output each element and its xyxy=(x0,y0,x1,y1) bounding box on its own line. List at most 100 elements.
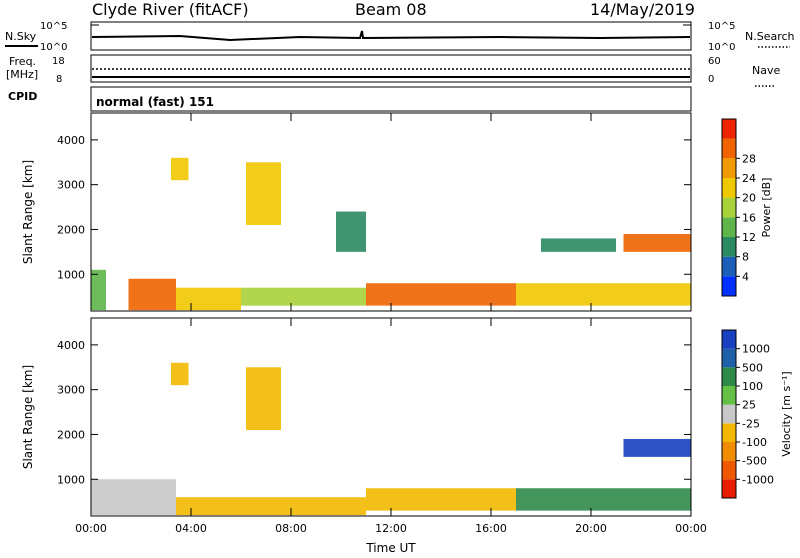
colorbar-tick-label: 12 xyxy=(742,231,756,244)
x-tick-label: 12:00 xyxy=(375,522,407,535)
y-tick-label: 2000 xyxy=(57,428,85,441)
colorbar-frame xyxy=(721,118,737,297)
power-panel: 1000 2000 3000 4000 Slant Range [km] 4 8 12 16 20… xyxy=(21,112,773,312)
echo-region xyxy=(366,283,516,306)
colorbar-tick-label: -25 xyxy=(742,417,760,430)
colorbar-tick-label: -500 xyxy=(742,455,767,468)
y-tick-label: 2000 xyxy=(57,223,85,236)
colorbar-tick-label: 24 xyxy=(742,172,756,185)
echo-region xyxy=(623,438,691,457)
x-tick-label: 16:00 xyxy=(475,522,507,535)
echo-region xyxy=(516,283,691,306)
echo-region xyxy=(516,488,691,511)
colorbar-segment xyxy=(722,237,736,257)
echo-region xyxy=(246,162,281,225)
echo-region xyxy=(91,269,106,311)
colorbar-segment xyxy=(722,138,736,159)
colorbar-segment xyxy=(722,158,736,178)
colorbar-tick-label: 100 xyxy=(742,380,763,393)
velocity-panel: 1000 2000 3000 4000 00:00 04:00 08:00 12:00 16:0… xyxy=(21,317,793,535)
echo-region xyxy=(91,479,176,516)
cpid-label: CPID xyxy=(8,90,37,103)
panel-frame xyxy=(90,112,692,312)
colorbar-segment xyxy=(722,197,736,218)
colorbar-segment xyxy=(722,423,736,442)
colorbar-tick-label: 20 xyxy=(742,192,756,205)
x-tick-label: 04:00 xyxy=(175,522,207,535)
nsky-label: N.Sky xyxy=(5,30,37,43)
colorbar-segment xyxy=(722,386,736,405)
y-tick-label: 3000 xyxy=(57,179,85,192)
colorbar-tick-label: 25 xyxy=(742,399,756,412)
echo-region xyxy=(171,362,189,386)
x-tick-label: 20:00 xyxy=(575,522,607,535)
nsearch-label: N.Search xyxy=(745,30,795,43)
freq-label-line1: Freq. xyxy=(9,55,36,68)
colorbar-segment xyxy=(722,460,736,480)
colorbar-segment xyxy=(722,178,736,198)
nave-tick-bottom: 0 xyxy=(708,74,714,85)
x-tick-label: 08:00 xyxy=(275,522,307,535)
nsky-tick-top: 10^5 xyxy=(40,21,67,32)
nsearch-tick-bottom: 10^0 xyxy=(708,42,735,53)
y-tick-label: 1000 xyxy=(57,268,85,281)
freq-strip: Freq. [MHz] 18 8 60 0 Nave xyxy=(6,54,780,87)
colorbar-tick-label: 1000 xyxy=(742,343,770,356)
cpid-strip xyxy=(90,86,692,112)
colorbar-segment xyxy=(722,119,736,139)
echo-region xyxy=(623,233,691,252)
echo-region xyxy=(541,238,616,252)
nsearch-tick-top: 10^5 xyxy=(708,21,735,32)
colorbar-segment xyxy=(722,330,736,349)
nave-tick-top: 60 xyxy=(708,56,721,67)
colorbar-segment xyxy=(722,479,736,498)
x-tick-label: 00:00 xyxy=(675,522,707,535)
colorbar-tick-label: -100 xyxy=(742,436,767,449)
echo-region xyxy=(176,287,241,311)
colorbar-segment xyxy=(722,348,736,368)
colorbar-frame xyxy=(721,329,737,499)
date-title: 14/May/2019 xyxy=(590,0,695,19)
colorbar-segment xyxy=(722,367,736,386)
x-axis-label: Time UT xyxy=(365,541,416,554)
y-tick-label: 1000 xyxy=(57,473,85,486)
panel-frame xyxy=(90,317,692,517)
nave-label: Nave xyxy=(752,64,780,77)
colorbar-label: Power [dB] xyxy=(760,178,773,238)
echo-region xyxy=(171,157,189,181)
colorbar-tick-label: 500 xyxy=(742,361,763,374)
colorbar-segment xyxy=(722,442,736,461)
y-axis-label: Slant Range [km] xyxy=(21,160,35,264)
nsky-trace xyxy=(91,30,691,42)
nsky-strip: N.Sky 10^5 10^0 10^5 10^0 N.Search xyxy=(5,21,795,53)
colorbar-tick-label: -1000 xyxy=(742,473,774,486)
colorbar-tick-label: 4 xyxy=(742,270,749,283)
y-axis-label: Slant Range [km] xyxy=(21,365,35,469)
colorbar-segment xyxy=(722,276,736,296)
nsky-tick-bottom: 10^0 xyxy=(40,42,67,53)
x-tick-label: 00:00 xyxy=(75,522,107,535)
station-title: Clyde River (fitACF) xyxy=(92,0,249,19)
y-tick-label: 4000 xyxy=(57,134,85,147)
y-tick-label: 3000 xyxy=(57,384,85,397)
colorbar-tick-label: 8 xyxy=(742,251,749,264)
y-tick-label: 4000 xyxy=(57,339,85,352)
echo-region xyxy=(246,367,281,430)
freq-tick-top: 18 xyxy=(52,56,65,67)
freq-tick-bottom: 8 xyxy=(56,74,62,85)
freq-label-line2: [MHz] xyxy=(6,68,38,81)
echo-region xyxy=(241,287,366,306)
colorbar-segment xyxy=(722,256,736,277)
colorbar-segment xyxy=(722,217,736,237)
echo-region xyxy=(366,488,516,511)
beam-title: Beam 08 xyxy=(355,0,427,19)
echo-region xyxy=(128,278,176,311)
colorbar-label: Velocity [m s⁻¹] xyxy=(780,371,793,456)
colorbar-segment xyxy=(722,404,736,424)
echo-region xyxy=(176,497,366,516)
cpid-value: normal (fast) 151 xyxy=(96,95,214,109)
echo-region xyxy=(336,211,366,252)
colorbar-tick-label: 28 xyxy=(742,152,756,165)
